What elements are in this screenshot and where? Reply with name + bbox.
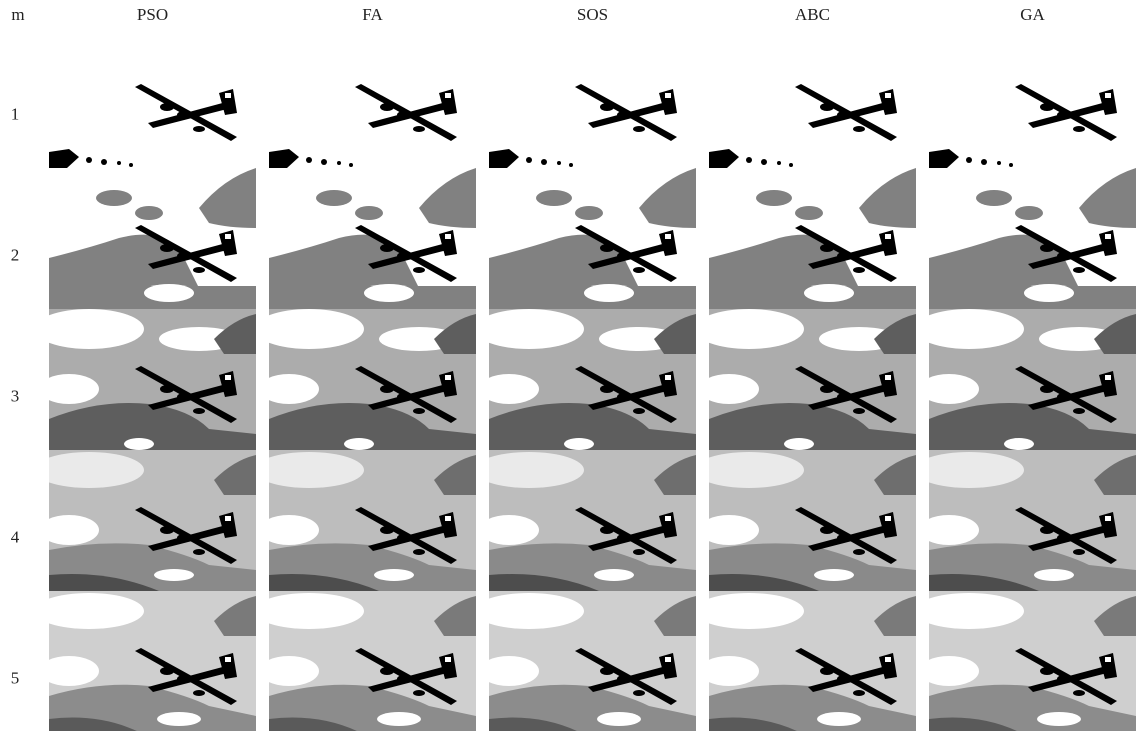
segmented-image — [489, 27, 696, 168]
segmented-image — [34, 591, 256, 731]
segmented-image — [474, 450, 696, 591]
segmented-image — [914, 591, 1136, 731]
segmented-image — [914, 450, 1136, 591]
row-label: 2 — [11, 245, 20, 264]
segmented-image — [49, 27, 256, 168]
segmented-image — [929, 168, 1136, 309]
segmented-image — [269, 168, 476, 309]
segmented-image — [694, 591, 916, 731]
segmented-image — [694, 309, 916, 450]
segmented-image — [254, 591, 476, 731]
segmented-image — [709, 27, 916, 168]
method-label: PSO — [137, 5, 168, 24]
row-label: 3 — [11, 386, 20, 405]
row-label: 5 — [11, 668, 20, 687]
header-label: m — [11, 5, 24, 24]
segmented-image — [474, 591, 696, 731]
segmented-image — [489, 168, 696, 309]
segmented-image — [709, 168, 916, 309]
row-label: 1 — [11, 104, 20, 123]
segmented-image — [34, 450, 256, 591]
segmented-image — [254, 450, 476, 591]
segmented-image — [914, 309, 1136, 450]
segmented-image — [49, 168, 256, 309]
method-label: ABC — [795, 5, 830, 24]
method-label: SOS — [577, 5, 608, 24]
row-label: 4 — [11, 527, 20, 546]
segmented-image — [34, 309, 256, 450]
method-label: GA — [1020, 5, 1045, 24]
figure: m PSO FA SOS ABC GA 1 2 3 4 5 — [0, 0, 1137, 731]
segmented-image — [254, 309, 476, 450]
method-label: FA — [362, 5, 383, 24]
segmented-image — [474, 309, 696, 450]
segmented-image — [929, 27, 1136, 168]
segmented-image — [694, 450, 916, 591]
segmented-image — [269, 27, 476, 168]
